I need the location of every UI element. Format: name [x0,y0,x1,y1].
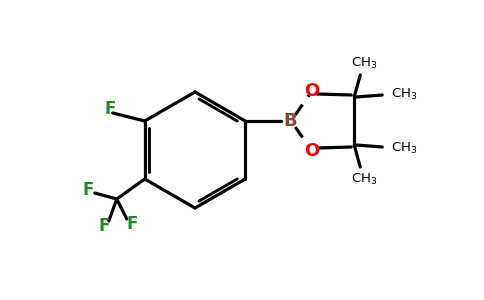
Text: O: O [304,82,320,100]
Text: O: O [304,142,320,160]
Text: F: F [98,217,109,235]
Text: CH$_3$: CH$_3$ [391,86,418,101]
Text: F: F [82,181,93,199]
Text: CH$_3$: CH$_3$ [351,56,378,70]
Text: CH$_3$: CH$_3$ [391,140,418,155]
Text: F: F [104,100,116,118]
Text: B: B [284,112,297,130]
Text: F: F [126,215,137,233]
Text: CH$_3$: CH$_3$ [351,171,378,187]
